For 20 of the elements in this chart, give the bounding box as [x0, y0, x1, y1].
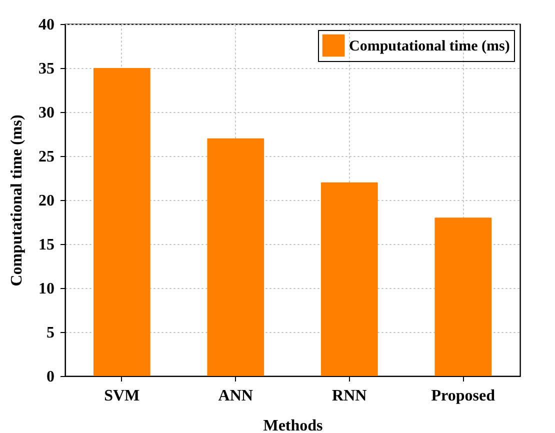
y-tick-label: 15 [38, 236, 54, 254]
x-tick-label: Proposed [431, 388, 496, 404]
x-tick-label: ANN [218, 388, 254, 404]
x-axis-title: Methods [263, 418, 323, 433]
y-tick-label: 25 [38, 148, 54, 166]
legend-label: Computational time (ms) [349, 38, 510, 54]
bar [434, 218, 492, 376]
y-tick-label: 30 [38, 104, 54, 122]
bar [207, 138, 264, 376]
x-tick-label: RNN [332, 388, 368, 404]
bar [93, 68, 150, 376]
y-tick-label: 5 [46, 324, 54, 342]
y-tick-label: 35 [38, 60, 54, 78]
bar [320, 182, 378, 376]
y-tick-label: 40 [38, 16, 54, 34]
y-axis-title: Computational time (ms) [8, 114, 26, 286]
y-tick-label: 10 [38, 280, 54, 298]
y-tick-label: 20 [38, 192, 54, 210]
y-tick-label: 0 [46, 368, 54, 386]
x-tick-label: SVM [104, 388, 140, 404]
